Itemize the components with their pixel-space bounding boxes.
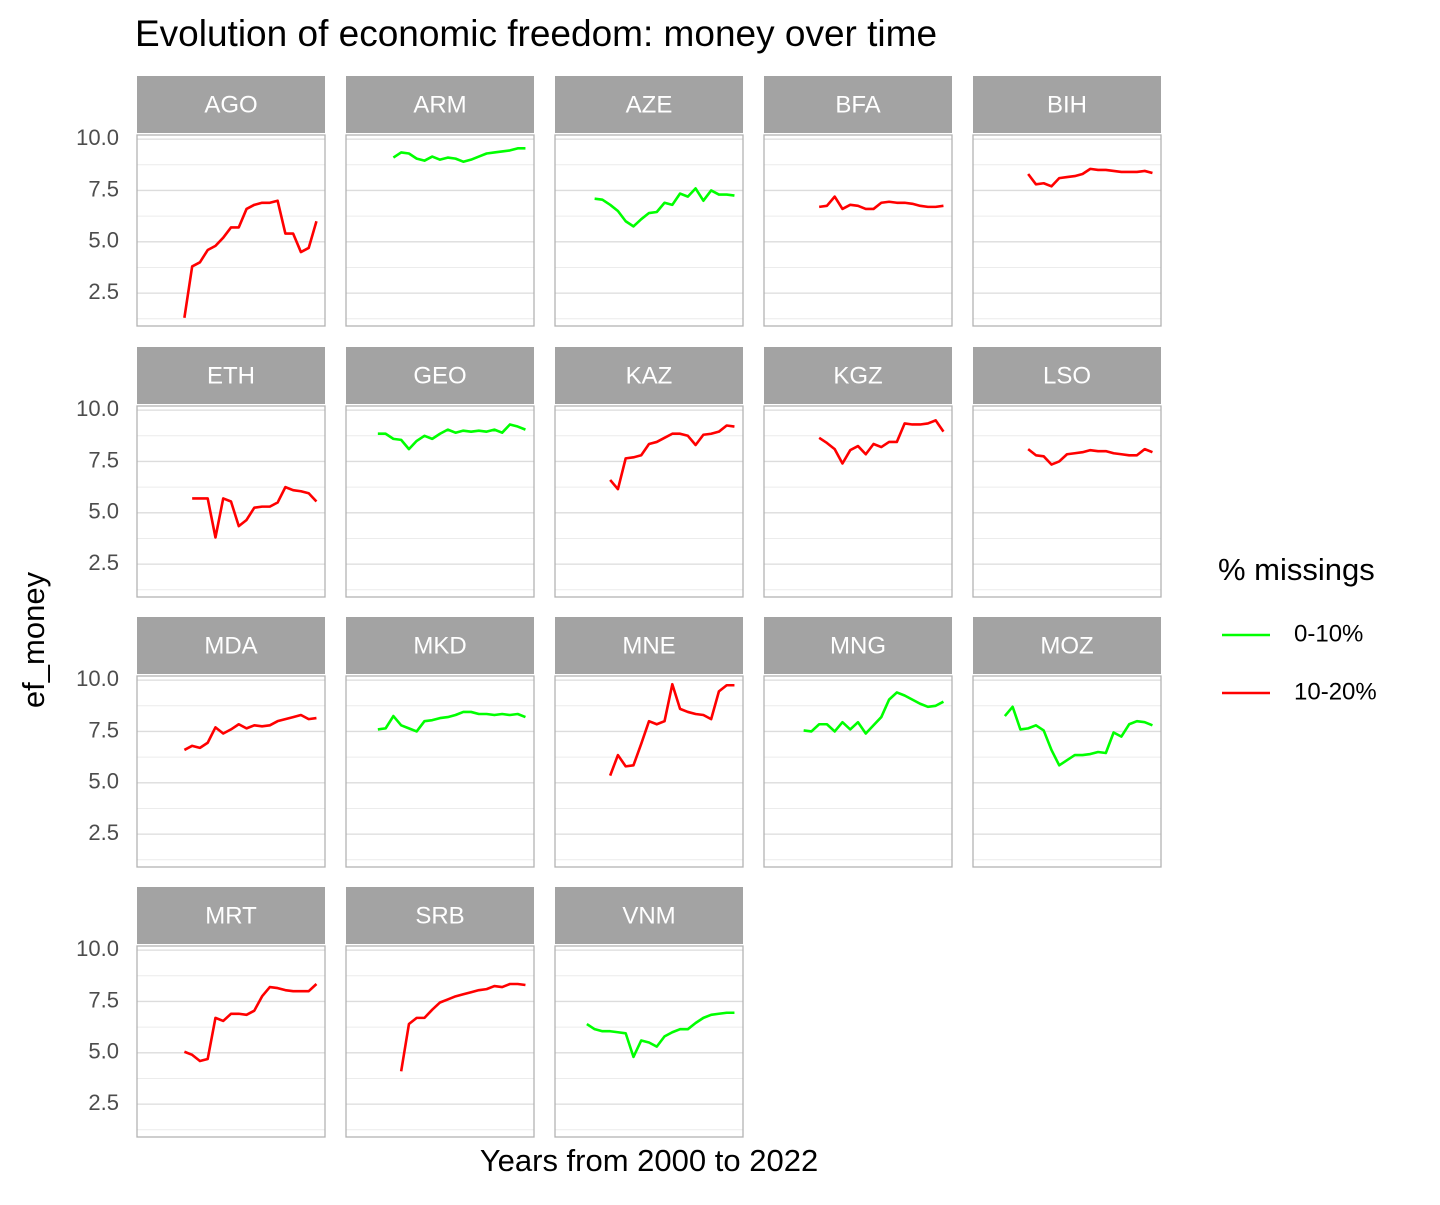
strip-label: MKD bbox=[413, 632, 466, 659]
strip-label: KGZ bbox=[833, 362, 882, 389]
strip-label: LSO bbox=[1043, 362, 1091, 389]
panel-border bbox=[763, 405, 953, 598]
y-tick-label: 5.0 bbox=[88, 499, 119, 524]
data-line bbox=[377, 710, 526, 733]
strip-label: BFA bbox=[835, 91, 880, 118]
y-tick-label: 10.0 bbox=[76, 125, 119, 150]
strip-label: ETH bbox=[207, 362, 255, 389]
strip bbox=[973, 76, 1161, 133]
data-line bbox=[183, 199, 318, 318]
strip-label: KAZ bbox=[626, 362, 673, 389]
data-line bbox=[594, 187, 735, 228]
panel-border bbox=[136, 134, 326, 327]
strip-label: MOZ bbox=[1040, 632, 1093, 659]
strip-label: AGO bbox=[204, 91, 257, 118]
panel-border bbox=[136, 405, 326, 598]
y-tick-label: 7.5 bbox=[88, 987, 119, 1012]
panel-border bbox=[554, 134, 744, 327]
y-tick-label: 10.0 bbox=[76, 936, 119, 961]
strip-label: BIH bbox=[1047, 91, 1087, 118]
y-tick-label: 10.0 bbox=[76, 666, 119, 691]
strip bbox=[346, 76, 534, 133]
x-axis-label: Years from 2000 to 2022 bbox=[480, 1143, 818, 1178]
strip-label: AZE bbox=[626, 91, 673, 118]
chart-title: Evolution of economic freedom: money ove… bbox=[135, 13, 937, 54]
strip bbox=[555, 617, 743, 674]
strip bbox=[346, 347, 534, 404]
panel-border bbox=[345, 134, 535, 327]
data-line bbox=[609, 424, 735, 491]
panel-border bbox=[345, 405, 535, 598]
data-line bbox=[1027, 447, 1153, 466]
y-tick-label: 5.0 bbox=[88, 228, 119, 253]
strip bbox=[137, 887, 325, 944]
strip bbox=[137, 617, 325, 674]
y-tick-label: 2.5 bbox=[88, 1090, 119, 1115]
panel-border bbox=[554, 675, 744, 868]
strip bbox=[137, 76, 325, 133]
data-line bbox=[818, 419, 945, 465]
data-line bbox=[183, 983, 318, 1063]
y-tick-label: 7.5 bbox=[88, 176, 119, 201]
strip bbox=[973, 617, 1161, 674]
strip bbox=[555, 76, 743, 133]
strip bbox=[973, 347, 1161, 404]
data-line bbox=[377, 423, 526, 451]
strip bbox=[137, 347, 325, 404]
data-line bbox=[803, 691, 945, 735]
strip bbox=[764, 347, 952, 404]
strip bbox=[764, 617, 952, 674]
y-tick-label: 7.5 bbox=[88, 447, 119, 472]
strip bbox=[346, 887, 534, 944]
panel-border bbox=[554, 945, 744, 1138]
data-line bbox=[818, 195, 944, 211]
y-axis-label: ef_money bbox=[16, 571, 51, 708]
strip bbox=[764, 76, 952, 133]
y-tick-label: 2.5 bbox=[88, 820, 119, 845]
panel-border bbox=[972, 405, 1162, 598]
legend-label: 10-20% bbox=[1294, 678, 1377, 705]
panel-border bbox=[972, 675, 1162, 868]
strip-label: ARM bbox=[413, 91, 466, 118]
strip-label: MDA bbox=[204, 632, 257, 659]
strip-label: SRB bbox=[415, 902, 464, 929]
strip-label: VNM bbox=[622, 902, 675, 929]
data-line bbox=[608, 682, 735, 777]
panel-border bbox=[345, 945, 535, 1138]
panel-border bbox=[763, 675, 953, 868]
y-tick-label: 2.5 bbox=[88, 279, 119, 304]
y-tick-label: 2.5 bbox=[88, 550, 119, 575]
legend-title: % missings bbox=[1218, 552, 1375, 587]
data-line bbox=[192, 485, 318, 539]
y-tick-label: 7.5 bbox=[88, 717, 119, 742]
panel-border bbox=[136, 675, 326, 868]
strip bbox=[555, 887, 743, 944]
y-tick-label: 5.0 bbox=[88, 769, 119, 794]
legend-label: 0-10% bbox=[1294, 620, 1363, 647]
panel-border bbox=[345, 675, 535, 868]
panel-border bbox=[136, 945, 326, 1138]
y-tick-label: 5.0 bbox=[88, 1039, 119, 1064]
strip-label: GEO bbox=[413, 362, 466, 389]
y-tick-label: 10.0 bbox=[76, 396, 119, 421]
data-line bbox=[586, 1011, 735, 1059]
strip-label: MRT bbox=[205, 902, 257, 929]
strip-label: MNE bbox=[622, 632, 675, 659]
panel-border bbox=[972, 134, 1162, 327]
data-line bbox=[1027, 167, 1153, 188]
strip bbox=[555, 347, 743, 404]
panel-border bbox=[763, 134, 953, 327]
data-line bbox=[392, 147, 526, 163]
data-line bbox=[183, 713, 317, 752]
data-line bbox=[399, 982, 526, 1072]
strip-label: MNG bbox=[830, 632, 886, 659]
data-line bbox=[1003, 705, 1153, 767]
strip bbox=[346, 617, 534, 674]
panel-border bbox=[554, 405, 744, 598]
